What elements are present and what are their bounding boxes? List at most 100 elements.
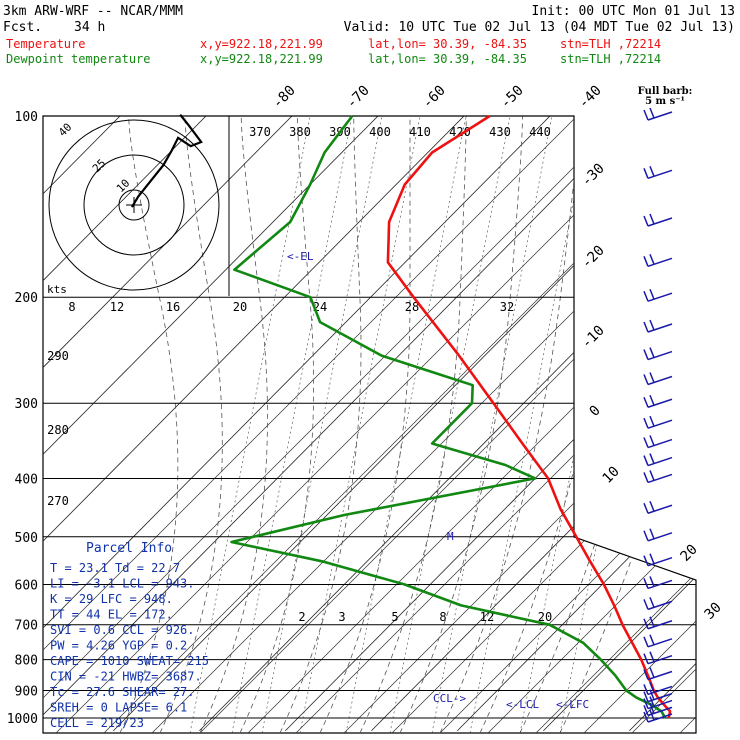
wind-barb-flag: [643, 530, 649, 542]
pw-marker: M: [447, 530, 454, 543]
wind-barb-flag: [649, 553, 655, 564]
wind-barb-staff: [647, 579, 673, 590]
wind-barb: [643, 689, 673, 703]
wind-barb: [643, 500, 673, 514]
wind-barb-flag: [649, 166, 655, 177]
wind-barb-flag: [649, 470, 655, 481]
mixing-ratio-label: 8: [439, 610, 446, 624]
wind-barb-flag: [649, 500, 655, 512]
wind-barb-staff: [647, 323, 673, 333]
wind-barb-staff: [647, 456, 673, 467]
mixing-ratio-label: 28: [405, 300, 419, 314]
isotherm-line: [113, 116, 696, 732]
wind-barb-staff: [647, 556, 673, 567]
mixing-ratio-label: 3: [338, 610, 345, 624]
dry-adiabat-label: 270: [47, 494, 69, 508]
isotherm-right-label: 0: [587, 403, 604, 420]
wind-barb-flag: [643, 168, 649, 179]
dry-adiabat-line: [583, 116, 696, 733]
wind-barb-flag: [649, 709, 655, 721]
mixing-ratio-line: [345, 116, 467, 733]
ccl-marker: CCL->: [433, 692, 466, 705]
moist-adiabat-line: [359, 116, 467, 733]
wind-barb: [643, 553, 673, 567]
wind-barb-flag: [643, 374, 649, 385]
wind-barb-staff: [647, 532, 673, 542]
wind-barb-flag: [649, 597, 655, 608]
wind-barb-staff: [647, 398, 673, 408]
wind-barb-flag: [649, 213, 655, 225]
wind-barb-flag: [643, 618, 649, 630]
moist-adiabat-line: [279, 116, 362, 733]
wind-barb-flag: [643, 349, 649, 360]
isotherm-line: [43, 116, 220, 732]
wind-barb: [643, 696, 673, 710]
pressure-label: 200: [15, 291, 38, 306]
theta-e-label: 440: [529, 125, 551, 139]
hodograph-units: kts: [47, 283, 67, 296]
wind-barb-flag: [649, 254, 655, 265]
wind-barb-flag: [643, 555, 649, 566]
wind-barb: [643, 528, 673, 542]
dew-xy: x,y=922.18,221.99: [200, 52, 323, 66]
wind-barb-staff: [647, 600, 673, 611]
parcel-info-row: SVI = 0.6 CCL = 926.: [50, 623, 195, 637]
theta-e-label: 400: [369, 125, 391, 139]
wind-barb-flag: [643, 472, 649, 483]
wind-barb-staff: [647, 375, 673, 386]
wind-barb: [643, 254, 673, 268]
hodograph-ring: [118, 189, 150, 221]
wind-barb-flag: [649, 651, 655, 662]
theta-e-label: 410: [409, 125, 431, 139]
wind-barb-flag: [649, 107, 655, 119]
wind-barb-flag: [643, 578, 649, 589]
wind-barb: [643, 616, 673, 630]
wind-barb: [643, 703, 673, 717]
wind-barb-flag: [649, 634, 655, 646]
wind-barb-flag: [643, 691, 649, 702]
isotherm-line: [43, 116, 564, 732]
wind-barb: [643, 107, 673, 121]
valid-time: Valid: 10 UTC Tue 02 Jul 13 (04 MDT Tue …: [344, 20, 735, 35]
wind-barb-staff: [647, 473, 673, 484]
isotherm-right-label: 10: [600, 464, 623, 487]
wind-barb-flag: [649, 415, 655, 427]
temperature-line: [386, 114, 672, 719]
wind-barb: [643, 288, 673, 302]
wind-barb: [643, 415, 673, 429]
parcel-info-row: CIN = -21 HWBZ= 3687.: [50, 670, 202, 684]
wind-barb-staff: [647, 419, 673, 429]
wind-barb-flag: [649, 372, 655, 383]
wind-barb: [643, 319, 673, 333]
hodograph-ring-label: 25: [90, 157, 109, 176]
wind-barb-flag: [643, 669, 649, 680]
wind-barb-staff: [647, 670, 673, 681]
wind-barb-flag: [649, 689, 655, 700]
dry-adiabat-line: [151, 116, 696, 733]
moist-adiabat-line: [439, 116, 580, 733]
isotherm-line: [43, 116, 478, 732]
wind-barb: [643, 634, 673, 648]
mixing-ratio-line: [299, 116, 421, 733]
dewpoint-label: Dewpoint temperature: [6, 52, 151, 66]
isotherm-right-label: -20: [579, 243, 608, 272]
wind-barb-flag: [643, 321, 649, 333]
lfc-marker: <-LFC: [556, 698, 589, 711]
theta-e-label: 420: [449, 125, 471, 139]
parcel-info-row: K = 29 LFC = 948.: [50, 592, 173, 606]
wind-barbs: [643, 107, 673, 723]
dew-latlon: lat,lon= 30.39, -84.35: [368, 52, 527, 66]
pressure-label: 500: [15, 531, 38, 546]
wind-barb-flag: [643, 502, 649, 514]
isotherm-line: [457, 116, 696, 732]
hodograph-ring-label: 10: [114, 177, 133, 196]
wind-barb-staff: [647, 438, 673, 449]
pressure-label: 700: [15, 619, 38, 634]
wind-barb: [643, 166, 673, 180]
wind-barb-flag: [649, 319, 655, 331]
moist-adiabat-line: [319, 116, 411, 733]
lcl-marker: <-LCL: [506, 698, 539, 711]
parcel-info-title: Parcel Info: [86, 541, 172, 556]
model-title: 3km ARW-WRF -- NCAR/MMM: [3, 4, 183, 19]
